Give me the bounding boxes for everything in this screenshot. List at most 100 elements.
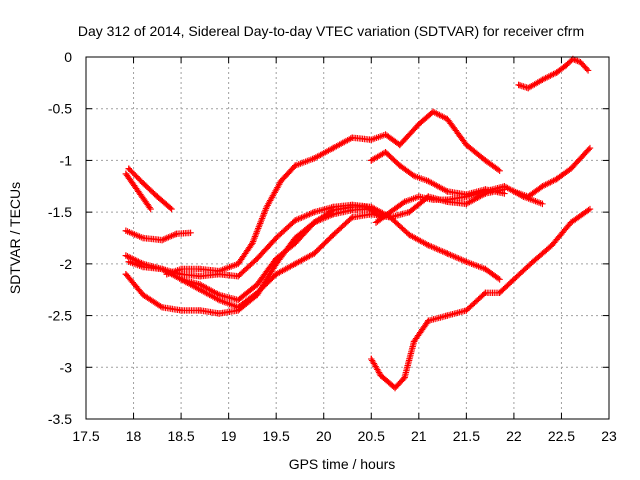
data-point	[548, 242, 556, 249]
x-tick-label: 23	[601, 428, 617, 444]
data-point	[577, 58, 584, 66]
data-point	[122, 170, 130, 178]
data-point	[196, 265, 204, 273]
data-point	[415, 121, 423, 128]
series-track-11	[368, 205, 594, 392]
data-point	[263, 203, 270, 211]
x-tick-label: 22	[506, 428, 522, 444]
series-track-13	[515, 55, 592, 92]
data-point	[401, 374, 408, 381]
data-point	[553, 175, 560, 183]
series-track-1	[125, 165, 175, 213]
data-point	[524, 193, 532, 200]
data-point	[139, 179, 147, 187]
data-point	[586, 205, 594, 213]
data-point	[406, 231, 413, 239]
data-point	[139, 234, 147, 242]
data-point	[234, 273, 242, 280]
data-point	[444, 250, 451, 257]
x-tick-label: 19	[221, 428, 237, 444]
x-tick-label: 18.5	[167, 428, 194, 444]
data-point	[463, 141, 470, 149]
series-track-8	[177, 203, 384, 304]
y-tick-label: -1	[60, 152, 73, 168]
grid-lines	[86, 57, 609, 419]
plot-frame	[85, 56, 610, 420]
data-point	[482, 265, 489, 273]
data-point	[177, 276, 185, 283]
x-tick-label: 21	[411, 428, 427, 444]
data-point	[330, 144, 337, 152]
y-tick-label: -2	[60, 256, 73, 272]
data-point	[363, 203, 370, 211]
data-point	[215, 310, 223, 317]
y-tick-label: -3	[60, 359, 73, 375]
data-point	[463, 258, 470, 265]
x-tick-label: 21.5	[453, 428, 480, 444]
data-point	[215, 291, 223, 299]
data-point	[584, 67, 592, 74]
data-point	[249, 239, 256, 247]
data-point	[425, 242, 432, 249]
data-point	[501, 183, 508, 190]
data-point	[429, 108, 437, 116]
data-point	[410, 338, 418, 345]
data-point	[253, 281, 261, 288]
data-point	[496, 276, 503, 283]
data-point	[158, 304, 166, 311]
data-point	[234, 307, 242, 314]
data-point	[496, 167, 503, 174]
series-track-12	[510, 144, 594, 200]
data-point	[429, 196, 437, 203]
data-point	[158, 265, 166, 273]
data-point	[158, 236, 166, 244]
data-point	[135, 188, 142, 195]
data-point	[539, 76, 546, 83]
data-point	[311, 208, 318, 216]
data-point	[173, 230, 180, 238]
data-point	[396, 162, 403, 169]
data-series	[122, 55, 594, 392]
data-point	[163, 271, 171, 278]
data-point	[272, 271, 280, 278]
data-point	[553, 69, 560, 76]
x-tick-label: 17.5	[72, 428, 99, 444]
series-track-3	[122, 227, 194, 244]
data-point	[330, 231, 337, 239]
data-point	[122, 271, 130, 278]
series-track-7	[163, 108, 503, 278]
data-point	[292, 239, 299, 247]
data-point	[415, 193, 423, 200]
data-point	[349, 134, 356, 141]
data-point	[292, 162, 299, 169]
data-point	[567, 165, 575, 172]
data-point	[187, 229, 194, 237]
data-point	[406, 208, 413, 216]
data-point	[196, 307, 204, 314]
data-point	[125, 165, 132, 172]
data-point	[292, 260, 299, 268]
data-point	[529, 258, 537, 265]
data-point	[253, 255, 261, 262]
data-point	[372, 219, 380, 226]
data-point	[377, 372, 384, 379]
data-point	[139, 263, 147, 271]
y-tick-label: 0	[64, 49, 72, 65]
data-point	[349, 214, 356, 221]
data-point	[401, 198, 408, 205]
x-tick-label: 22.5	[548, 428, 575, 444]
data-point	[368, 157, 375, 164]
y-axis-label: SDTVAR / TECUs	[7, 182, 23, 294]
data-point	[139, 291, 147, 299]
data-point	[524, 84, 532, 92]
data-point	[277, 177, 285, 185]
data-point	[349, 203, 356, 211]
y-tick-label: -1.5	[48, 204, 72, 220]
data-point	[122, 252, 130, 259]
data-point	[311, 155, 318, 162]
data-point	[567, 219, 575, 226]
data-point	[444, 196, 451, 203]
data-point	[482, 157, 489, 164]
